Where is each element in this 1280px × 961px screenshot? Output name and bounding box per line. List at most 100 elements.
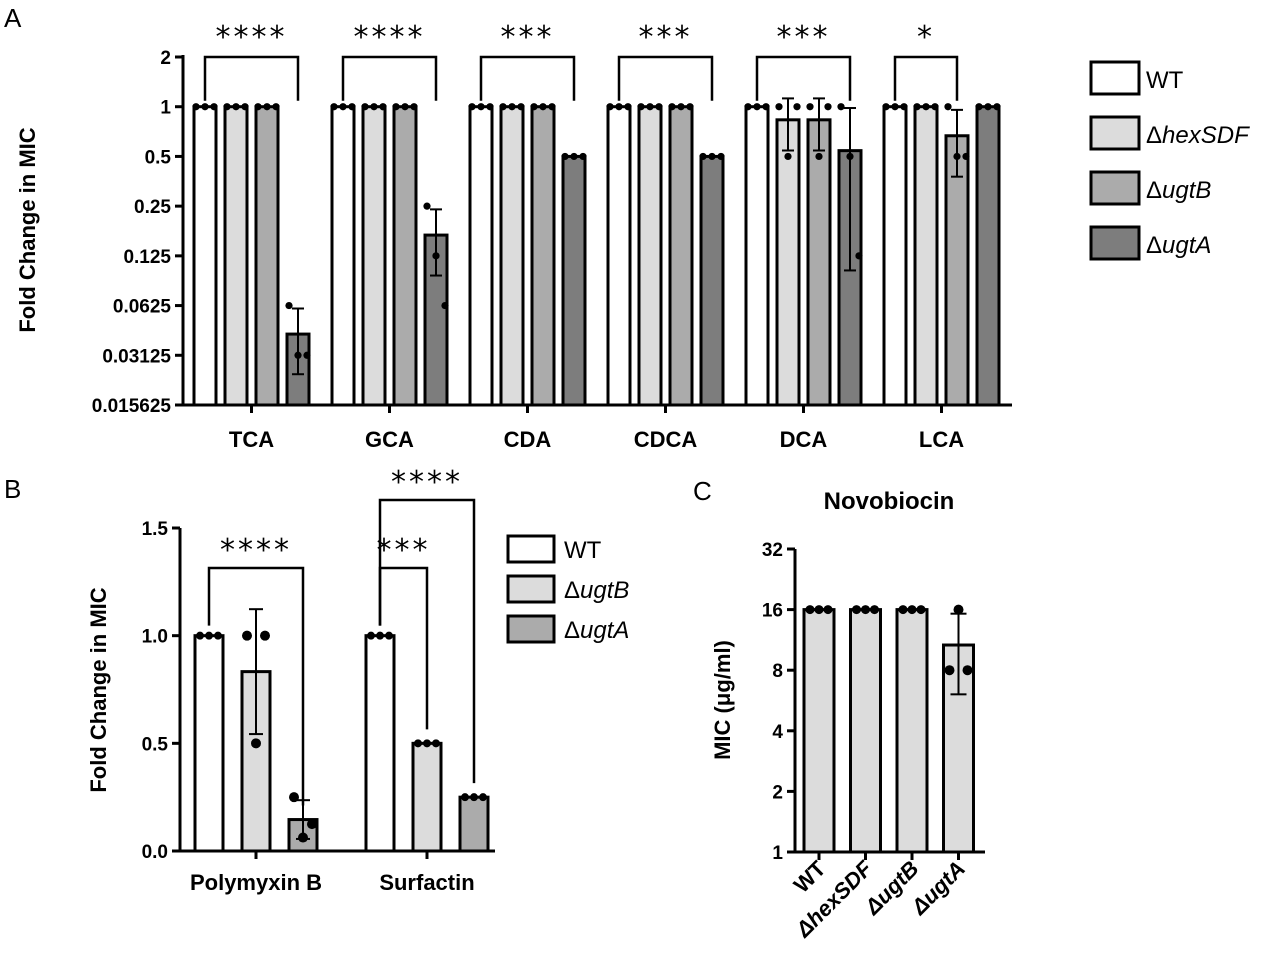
panel-a-data-point	[922, 103, 930, 111]
panel-label-b: B	[4, 474, 21, 504]
panel-a-data-point	[686, 103, 694, 111]
panel-c-bar	[849, 608, 882, 854]
legend-b-swatch	[506, 534, 556, 564]
panel-a-data-point	[201, 103, 209, 111]
panel-a-data-point	[379, 103, 387, 111]
panel-a-data-point	[891, 103, 899, 111]
panel-b-y-tick-label: 0.5	[142, 734, 169, 755]
panel-b-data-point	[298, 832, 308, 843]
panel-a-data-point	[468, 103, 476, 111]
panel-a-bar	[775, 118, 801, 407]
panel-a-significance-bracket	[755, 55, 852, 101]
panel-a-category-label: TCA	[229, 427, 274, 452]
panel-c-y-tick-label: 2	[772, 782, 783, 803]
legend-b-label: ΔugtB	[564, 577, 629, 604]
panel-a-data-point	[232, 103, 240, 111]
panel-c-y-tick-label: 16	[762, 601, 783, 622]
panel-a-category-label: CDCA	[634, 427, 698, 452]
panel-b-significance-label: ****	[220, 533, 292, 568]
panel-a-data-point	[263, 103, 271, 111]
panel-c-y-tick-label: 4	[772, 722, 783, 743]
legend-a-swatch	[1089, 60, 1141, 96]
panel-a-significance-bracket	[479, 55, 576, 101]
panel-a-data-point	[806, 103, 814, 111]
panel-a-data-point	[646, 103, 654, 111]
panel-a-data-point	[530, 103, 538, 111]
panel-b-data-point	[470, 793, 478, 802]
panel-a-data-point	[668, 103, 676, 111]
panel-a-data-point	[624, 103, 632, 111]
panel-a-y-tick-label: 0.25	[134, 197, 171, 218]
panel-a-data-point	[717, 152, 725, 161]
panel-b-data-point	[367, 631, 375, 640]
panel-a-data-point	[579, 152, 587, 161]
panel-b-category-label: Polymyxin B	[190, 870, 322, 895]
panel-a-data-point	[699, 152, 707, 161]
panel-b-bar	[364, 634, 396, 853]
panel-c-data-point	[870, 605, 879, 615]
panel-a-data-point	[931, 103, 939, 111]
panel-a-bar	[223, 105, 249, 407]
panel-b-data-point	[214, 631, 222, 640]
panel-a-data-point	[975, 103, 983, 111]
panel-b-data-point	[260, 630, 270, 641]
panel-c-y-axis-label: MIC (μg/ml)	[710, 640, 735, 760]
panel-a-data-point	[508, 103, 516, 111]
panel-a-data-point	[570, 152, 578, 161]
panel-b-data-point	[196, 631, 204, 640]
panel-a-data-point	[254, 103, 262, 111]
panel-a-data-point	[744, 103, 752, 111]
panel-a-data-point	[348, 103, 356, 111]
panel-a-data-point	[477, 103, 485, 111]
panel-a-bar	[806, 118, 832, 407]
panel-a-data-point	[655, 103, 663, 111]
panel-c-y-tick-label: 1	[772, 843, 783, 864]
panel-a-data-point	[423, 202, 431, 210]
panel-b-significance-bracket	[378, 498, 476, 784]
panel-c-y-tick-label: 32	[762, 540, 783, 561]
panel-b-data-point	[423, 739, 431, 748]
panel-a-category-label: DCA	[780, 427, 828, 452]
panel-a-data-point	[561, 152, 569, 161]
panel-a-y-tick-label: 0.0625	[113, 297, 172, 318]
panel-a-category-label: LCA	[919, 427, 964, 452]
panel-b-category-label: Surfactin	[379, 870, 474, 895]
panel-b-data-point	[479, 793, 487, 802]
panel-a-plot: 0.015625 0.03125 0.0625 0.125 0.25 0.5 1 2 TCA GC…	[92, 20, 1012, 452]
panel-a-data-point	[793, 103, 801, 111]
panel-a-data-point	[410, 103, 418, 111]
panel-a-data-point	[330, 103, 338, 111]
panel-a-data-point	[517, 103, 525, 111]
panel-a-data-point	[539, 103, 547, 111]
panel-a-significance-bracket	[203, 55, 300, 101]
panel-a-y-axis-label: Fold Change in MIC	[15, 127, 40, 332]
panel-a-data-point	[499, 103, 507, 111]
panel-a-category-label: CDA	[504, 427, 552, 452]
legend-a-swatch	[1089, 115, 1141, 151]
panel-a-category-label: GCA	[365, 427, 414, 452]
panel-a-data-point	[606, 103, 614, 111]
panel-a-bar	[499, 105, 525, 407]
panel-b-y-tick-label: 1.0	[142, 627, 168, 648]
panel-a-bar	[192, 105, 218, 407]
panel-b-data-point	[251, 738, 261, 749]
panel-c-data-point	[962, 665, 973, 676]
panel-a-y-tick-label: 0.125	[123, 247, 171, 268]
panel-a-bar	[668, 105, 694, 407]
panel-a-data-point	[677, 103, 685, 111]
panel-c-bar	[802, 608, 836, 854]
legend-a-swatch	[1089, 170, 1141, 206]
panel-a-data-point	[837, 103, 845, 111]
panel-a-data-point	[303, 351, 311, 359]
panel-a-significance-label: ****	[216, 20, 288, 55]
panel-a-data-point	[361, 103, 369, 111]
panel-a-data-point	[637, 103, 645, 111]
panel-a-y-tick-label: 2	[160, 48, 171, 69]
panel-a-data-point	[401, 103, 409, 111]
panel-b-data-point	[385, 631, 393, 640]
panel-b-bar	[193, 634, 225, 853]
panel-a-data-point	[548, 103, 556, 111]
panel-a-significance-bracket	[341, 55, 438, 101]
